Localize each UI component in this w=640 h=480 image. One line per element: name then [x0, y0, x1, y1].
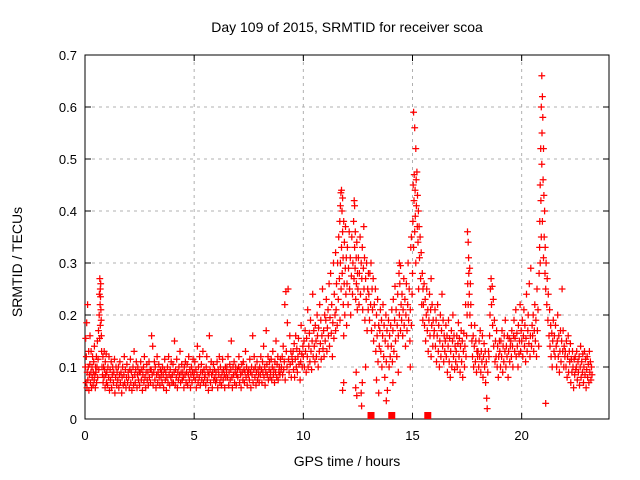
x-tick-label: 5	[191, 428, 198, 443]
y-tick-label: 0.6	[59, 100, 77, 115]
x-axis-label: GPS time / hours	[294, 453, 401, 469]
y-tick-label: 0.2	[59, 308, 77, 323]
y-tick-label: 0	[70, 412, 77, 427]
y-tick-label: 0.1	[59, 360, 77, 375]
x-tick-label: 15	[405, 428, 419, 443]
y-tick-label: 0.4	[59, 204, 77, 219]
data-points-layer	[82, 72, 596, 419]
grid-layer	[85, 55, 609, 419]
plot-border	[84, 54, 610, 420]
x-tick-label: 20	[514, 428, 528, 443]
y-tick-label: 0.3	[59, 256, 77, 271]
chart-title: Day 109 of 2015, SRMTID for receiver sco…	[211, 19, 483, 35]
zero-marker-square	[367, 412, 375, 419]
tick-label-layer: 0 5 10 15 20 0 0.1 0.2 0.3 0.4 0.5 0.6 0.7	[59, 48, 529, 443]
y-tick-label: 0.5	[59, 152, 77, 167]
x-tick-label: 0	[81, 428, 88, 443]
zero-marker-square	[388, 412, 396, 419]
y-tick-label: 0.7	[59, 48, 77, 63]
tick-layer	[84, 54, 609, 420]
y-axis-label: SRMTID / TECUs	[9, 207, 25, 317]
x-tick-label: 10	[296, 428, 310, 443]
zero-marker-square	[424, 412, 432, 419]
scatter-plus-markers	[82, 72, 596, 412]
